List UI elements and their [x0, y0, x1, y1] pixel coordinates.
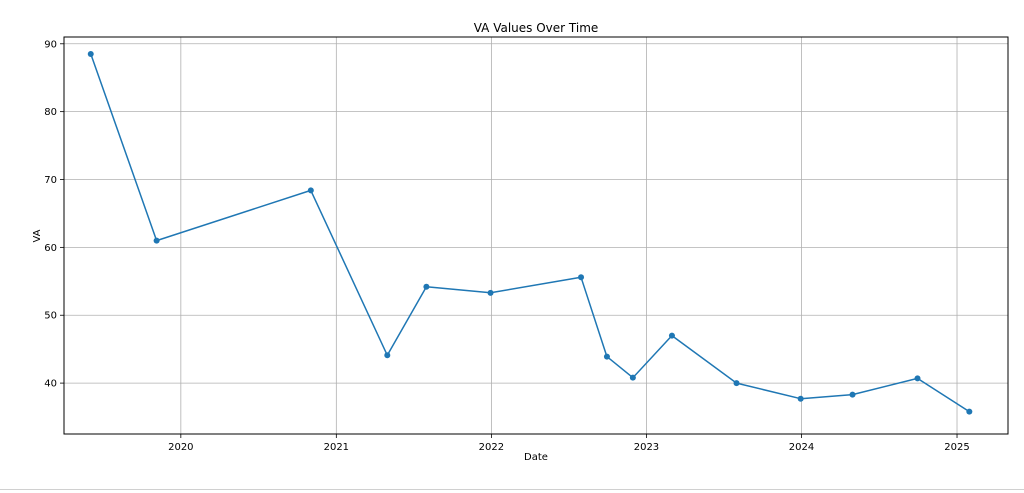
plot-area-frame — [63, 36, 1009, 435]
y-tick-label: 40 — [44, 379, 57, 390]
x-tick-label: 2024 — [789, 442, 814, 453]
y-tick-label: 50 — [44, 311, 57, 322]
y-tick-label: 70 — [44, 175, 57, 186]
x-tick-label: 2025 — [944, 442, 969, 453]
data-point — [87, 50, 94, 57]
x-tick-label: 2020 — [168, 442, 193, 453]
y-axis-label: VA — [32, 229, 43, 242]
y-tick-label: 80 — [44, 107, 57, 118]
bottom-divider — [0, 489, 1024, 490]
data-point — [797, 395, 804, 402]
x-tick-label: 2022 — [479, 442, 504, 453]
data-point — [914, 375, 921, 382]
data-point — [384, 352, 391, 359]
x-axis-label: Date — [524, 452, 548, 463]
data-point — [603, 353, 610, 360]
y-tick-label: 60 — [44, 243, 57, 254]
data-point — [578, 274, 585, 281]
data-point — [423, 283, 430, 290]
x-tick-label: 2021 — [324, 442, 349, 453]
data-point — [153, 237, 160, 244]
data-point — [668, 332, 675, 339]
data-point — [487, 289, 494, 296]
data-point — [307, 187, 314, 194]
axis-ticks: 2020 2021 2022 2023 2024 2025 40 50 60 70 80 90 — [44, 39, 969, 453]
series-layer — [87, 50, 973, 415]
series-line — [90, 53, 970, 413]
data-point — [966, 408, 973, 415]
data-point — [629, 374, 636, 381]
data-point — [733, 380, 740, 387]
x-tick-label: 2023 — [634, 442, 659, 453]
grid-lines — [64, 37, 1008, 434]
data-point — [849, 391, 856, 398]
chart-title: VA Values Over Time — [474, 21, 599, 35]
y-tick-label: 90 — [44, 39, 57, 50]
